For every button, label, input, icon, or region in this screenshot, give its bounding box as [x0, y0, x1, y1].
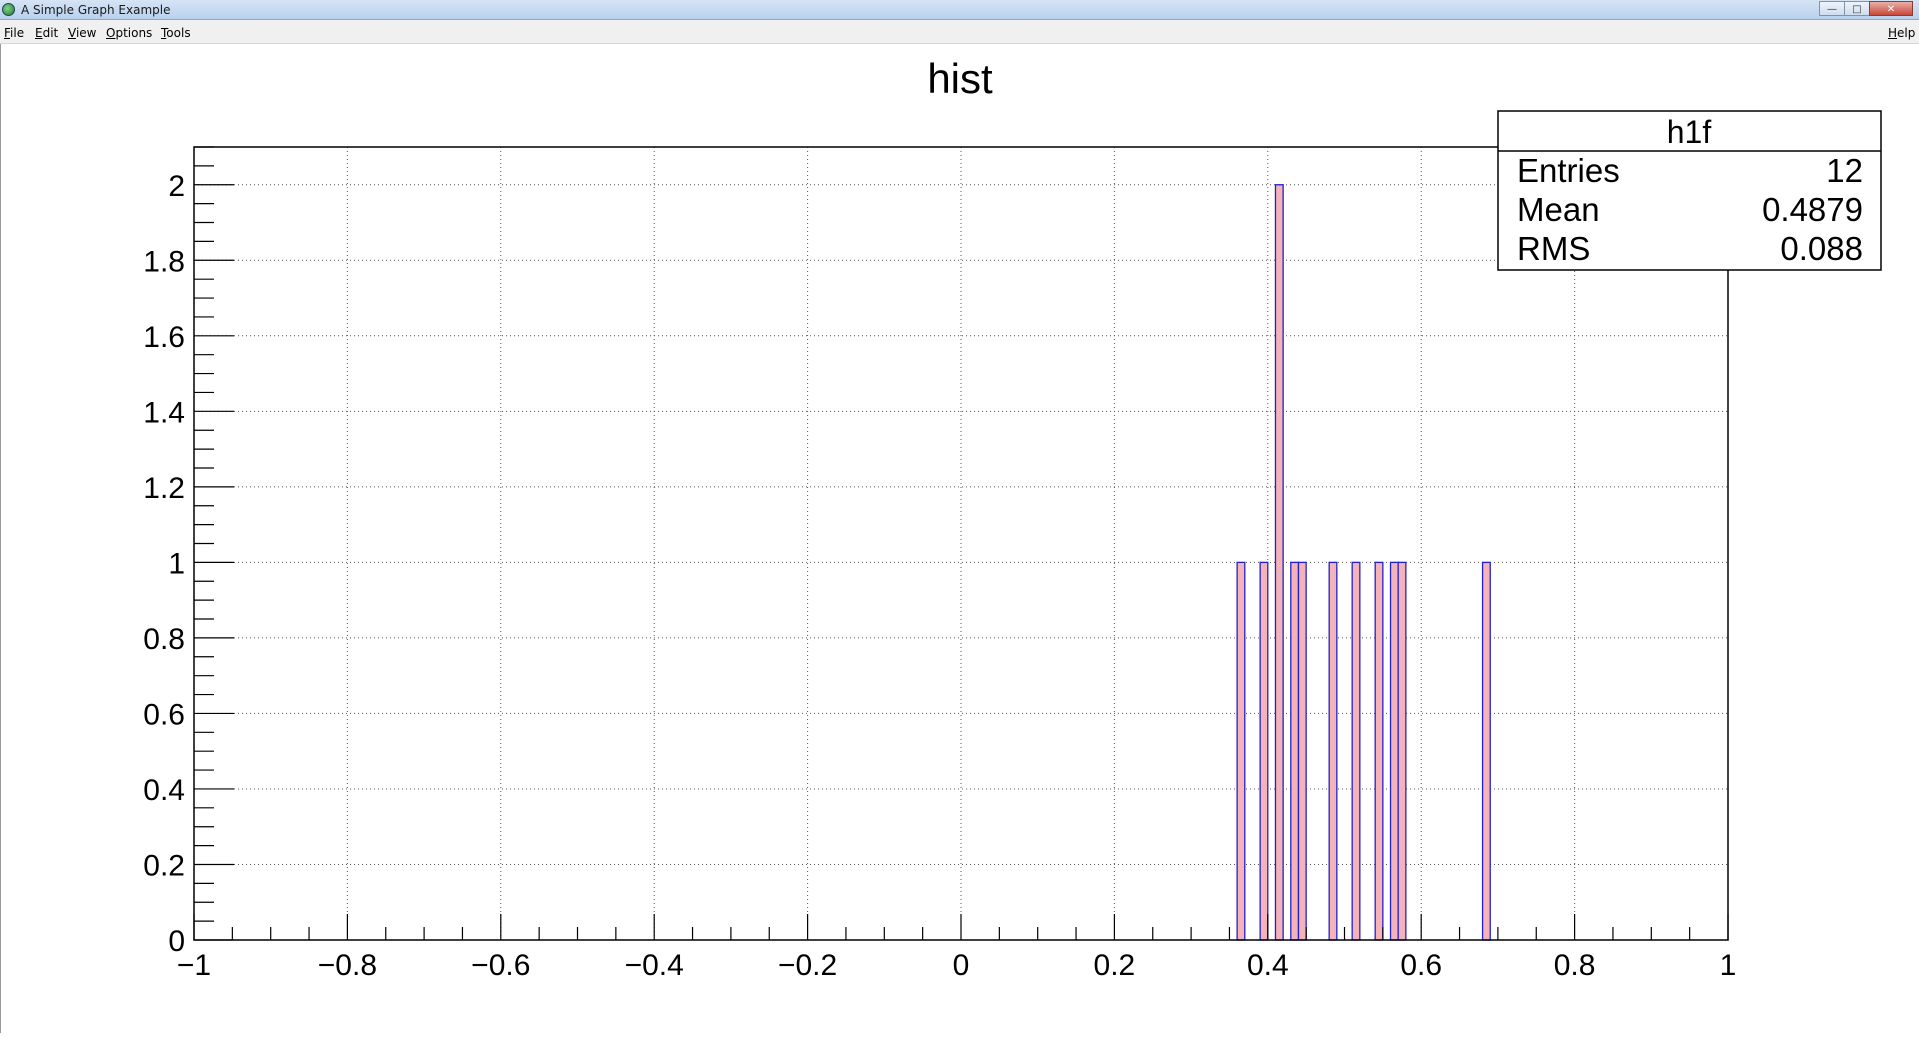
- stats-mean-label: Mean: [1517, 191, 1600, 228]
- x-tick-label: 0.8: [1554, 949, 1596, 982]
- stats-name: h1f: [1667, 114, 1712, 150]
- histogram-bars: [1236, 184, 1491, 941]
- stats-mean-value: 0.4879: [1762, 191, 1863, 228]
- menu-options[interactable]: Options: [106, 26, 153, 40]
- x-tick-label: −0.4: [625, 949, 684, 982]
- histogram-bar: [1389, 561, 1399, 941]
- histogram-chart: hist −1 −0.8 −0.6 −0.4 −0.2 0 0.2 0.4 0.6 0.8 1 0 0.…: [143, 55, 1882, 982]
- y-tick-label: 0: [168, 925, 185, 958]
- histogram-bar: [1297, 561, 1307, 941]
- stats-box[interactable]: h1f Entries 12 Mean 0.4879 RMS 0.088: [1497, 110, 1882, 271]
- window-controls: — □ ✕: [1819, 1, 1913, 17]
- window-title: A Simple Graph Example: [21, 3, 171, 17]
- stats-rms-label: RMS: [1517, 230, 1590, 267]
- menu-file[interactable]: File: [4, 26, 25, 40]
- y-tick-label: 0.8: [143, 623, 185, 656]
- y-tick-label: 1.8: [143, 245, 185, 278]
- menu-view[interactable]: View: [68, 26, 97, 40]
- x-tick-label: −1: [177, 949, 211, 982]
- x-tick-label: 0.4: [1247, 949, 1289, 982]
- y-tick-label: 1: [168, 547, 185, 580]
- y-tick-label: 1.6: [143, 321, 185, 354]
- stats-box-frame: [1497, 110, 1882, 271]
- x-tick-label: −0.2: [778, 949, 837, 982]
- menubar: File Edit View Options Tools Help: [0, 20, 1919, 44]
- y-tick-label: 1.4: [143, 396, 185, 429]
- histogram-bar: [1351, 561, 1361, 941]
- histogram-bar: [1328, 561, 1338, 941]
- x-tick-label: 0.6: [1400, 949, 1442, 982]
- histogram-bar: [1274, 184, 1284, 941]
- histogram-bar: [1290, 561, 1300, 941]
- stats-entries-value: 12: [1826, 152, 1863, 189]
- x-tick-label: −0.8: [318, 949, 377, 982]
- x-tick-label: −0.6: [471, 949, 530, 982]
- plot-canvas[interactable]: hist −1 −0.8 −0.6 −0.4 −0.2 0 0.2 0.4 0.6 0.8 1 0 0.…: [0, 44, 1919, 1033]
- x-tick-label: 0: [953, 949, 970, 982]
- app-icon: [2, 3, 15, 16]
- menu-tools[interactable]: Tools: [161, 26, 191, 40]
- y-tick-label: 0.2: [143, 849, 185, 882]
- x-tick-label: 1: [1720, 949, 1737, 982]
- y-tick-label: 0.6: [143, 698, 185, 731]
- axes: −1 −0.8 −0.6 −0.4 −0.2 0 0.2 0.4 0.6 0.8 1 0 0.2 0.4 0…: [143, 146, 1737, 982]
- window-titlebar[interactable]: A Simple Graph Example — □ ✕: [0, 0, 1919, 20]
- histogram-bar: [1374, 561, 1384, 941]
- histogram-bar: [1481, 561, 1491, 941]
- close-button[interactable]: ✕: [1869, 1, 1913, 16]
- y-tick-label: 2: [168, 170, 185, 203]
- menu-edit[interactable]: Edit: [35, 26, 59, 40]
- histogram-bar: [1397, 561, 1407, 941]
- histogram-bar: [1236, 561, 1246, 941]
- stats-entries-label: Entries: [1517, 152, 1620, 189]
- maximize-button[interactable]: □: [1844, 1, 1870, 16]
- chart-title: hist: [927, 55, 993, 102]
- x-tick-label: 0.2: [1094, 949, 1136, 982]
- y-tick-label: 1.2: [143, 472, 185, 505]
- menu-help[interactable]: Help: [1888, 26, 1916, 40]
- minimize-button[interactable]: —: [1819, 1, 1845, 16]
- y-tick-label: 0.4: [143, 774, 185, 807]
- histogram-bar: [1259, 561, 1269, 941]
- stats-rms-value: 0.088: [1780, 230, 1863, 267]
